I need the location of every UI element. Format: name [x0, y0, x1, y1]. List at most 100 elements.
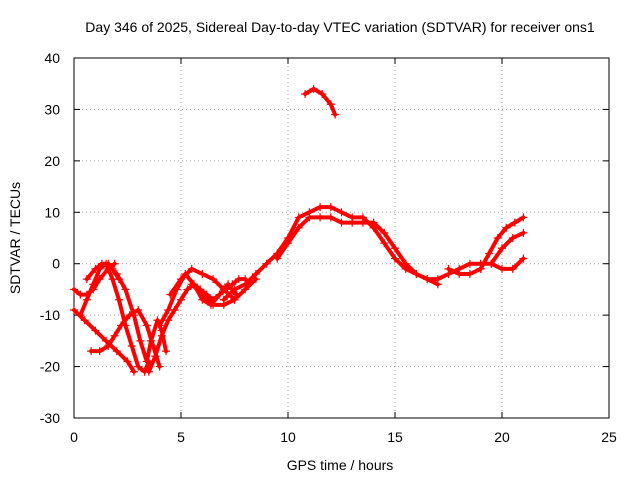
data-point [326, 213, 335, 222]
data-point [215, 290, 224, 299]
data-point [465, 270, 474, 278]
data-point [230, 285, 239, 294]
data-point [183, 285, 192, 294]
data-point [337, 218, 346, 227]
series-arc-13 [301, 84, 340, 119]
data-point [326, 100, 335, 109]
data-point [262, 259, 271, 268]
x-tick-labels: 0 5 10 15 20 25 [70, 429, 617, 445]
data-point [134, 306, 143, 314]
data-point [316, 213, 325, 222]
data-point [108, 264, 117, 273]
plot-frame [73, 57, 610, 419]
data-point [519, 213, 528, 222]
data-point [465, 259, 474, 268]
data-point [147, 336, 156, 345]
series-line [478, 215, 526, 271]
series-arc-15 [487, 228, 528, 268]
data-point [498, 264, 506, 273]
data-point [358, 218, 367, 227]
data-point [209, 300, 218, 309]
data-point [508, 264, 517, 273]
data-point [91, 264, 100, 273]
data-point [157, 331, 166, 340]
data-point [369, 218, 378, 227]
series-arc-9 [166, 264, 239, 304]
data-point [187, 280, 196, 289]
data-point [455, 270, 464, 278]
data-point [510, 218, 519, 227]
x-tick-label: 10 [280, 429, 296, 445]
data-point [87, 347, 96, 356]
data-point [121, 285, 130, 294]
x-tick-label: 0 [70, 429, 78, 445]
data-point [391, 254, 399, 263]
data-point [82, 275, 91, 284]
data-point [493, 234, 502, 242]
data-point [198, 290, 207, 299]
data-point [391, 244, 399, 253]
data-point [273, 254, 282, 263]
data-point [485, 249, 494, 258]
series-arc-16 [444, 264, 485, 278]
y-tick-label: -10 [40, 307, 60, 323]
data-point [155, 321, 164, 330]
grid [74, 58, 609, 418]
y-tick-label: 10 [44, 204, 60, 220]
data-point [348, 218, 357, 227]
x-tick-label: 25 [601, 429, 617, 445]
series-line [78, 261, 151, 374]
data-point [104, 342, 113, 350]
y-tick-labels: -30 -20 -10 0 10 20 30 40 [40, 50, 60, 426]
data-point [284, 239, 292, 248]
data-point [444, 264, 453, 273]
y-tick-label: 0 [52, 256, 60, 272]
data-point [177, 295, 185, 304]
data-point [129, 367, 138, 376]
y-axis-label: SDTVAR / TECUs [7, 182, 23, 294]
data-point [164, 306, 173, 314]
data-point [104, 259, 113, 268]
data-point [177, 275, 185, 284]
x-tick-label: 15 [387, 429, 403, 445]
data-point [155, 362, 164, 371]
data-point [153, 316, 162, 325]
data-point [301, 90, 310, 98]
data-point [294, 213, 303, 222]
data-point [117, 321, 126, 330]
data-point [331, 110, 340, 119]
data-point [316, 203, 325, 212]
data-point [110, 331, 119, 340]
series-arc-11 [219, 203, 528, 304]
axis-ticks [73, 57, 610, 419]
x-tick-label: 20 [494, 429, 510, 445]
data-point [91, 326, 100, 335]
data-point [476, 264, 485, 273]
x-axis-label: GPS time / hours [287, 457, 394, 473]
data-point [230, 295, 239, 304]
data-point [142, 321, 151, 330]
data-point [380, 228, 389, 237]
y-tick-label: 20 [44, 153, 60, 169]
x-tick-label: 5 [177, 429, 185, 445]
data-point [102, 336, 111, 345]
data-point [151, 352, 160, 361]
data-point [82, 295, 91, 304]
series-line [446, 266, 483, 276]
data-point [144, 367, 153, 376]
data-point [318, 90, 327, 98]
data-point [114, 295, 123, 304]
data-point [198, 270, 207, 278]
y-tick-label: -30 [40, 410, 60, 426]
data-point [337, 208, 346, 217]
data-point [309, 84, 318, 93]
data-point [80, 316, 89, 325]
data-point [162, 347, 171, 356]
data-point [187, 264, 196, 273]
data-series [70, 84, 528, 376]
data-point [136, 336, 145, 345]
data-point [326, 203, 335, 212]
data-point [127, 342, 136, 350]
data-point [142, 357, 151, 366]
